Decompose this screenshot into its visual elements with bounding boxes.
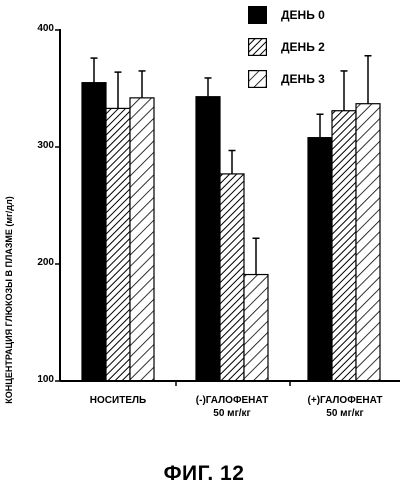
bar-3-3 xyxy=(355,103,381,382)
bar-1-3 xyxy=(129,97,155,382)
legend-label: ДЕНЬ 2 xyxy=(281,40,325,54)
legend-swatch xyxy=(248,38,267,56)
category-label-line1: (+)ГАЛОФЕНАТ xyxy=(307,395,383,406)
legend-swatch xyxy=(248,70,267,88)
bar-3-1 xyxy=(307,137,333,382)
y-tick-label-400: 400 xyxy=(37,23,54,34)
bar-3-2 xyxy=(331,110,357,382)
category-label-line1: (-)ГАЛОФЕНАТ xyxy=(195,395,269,406)
y-tick-label-300: 300 xyxy=(37,140,54,151)
y-tick-label-100: 100 xyxy=(37,374,54,385)
bar-2-2 xyxy=(219,173,245,382)
y-axis-label: КОНЦЕНТРАЦИЯ ГЛЮКОЗЫ В ПЛАЗМЕ (мг/дл) xyxy=(4,196,14,404)
bar-1-1 xyxy=(81,82,107,382)
bar-1-2 xyxy=(105,107,131,382)
bar-2-1 xyxy=(195,96,221,382)
legend-swatch xyxy=(248,6,267,24)
bar-2-3 xyxy=(243,273,269,382)
category-label-line2: 50 мг/кг xyxy=(326,408,364,419)
y-tick-label-200: 200 xyxy=(37,257,54,268)
category-label-2: (-)ГАЛОФЕНАТ 50 мг/кг xyxy=(177,394,287,420)
category-label-3: (+)ГАЛОФЕНАТ 50 мг/кг xyxy=(290,394,400,420)
bars-layer xyxy=(81,54,381,382)
category-label-1: НОСИТЕЛЬ xyxy=(63,394,173,407)
legend-label: ДЕНЬ 3 xyxy=(281,72,325,86)
axes-layer xyxy=(55,29,400,386)
figure-caption: ФИГ. 12 xyxy=(163,462,245,485)
category-label-line1: НОСИТЕЛЬ xyxy=(89,395,147,406)
legend-label: ДЕНЬ 0 xyxy=(281,8,325,22)
category-label-line2: 50 мг/кг xyxy=(213,408,251,419)
